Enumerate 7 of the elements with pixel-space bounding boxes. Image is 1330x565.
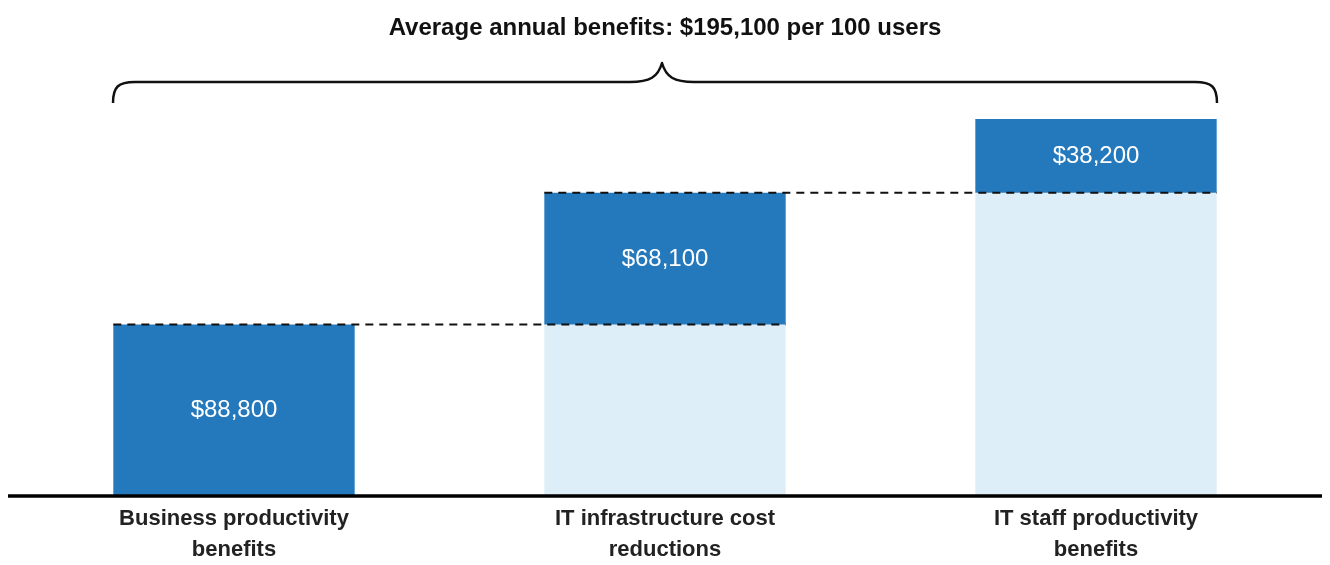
x-tick-label: IT infrastructure cost reductions (554, 505, 776, 561)
x-tick-label: IT staff productivity benefits (993, 505, 1199, 561)
data-label: $68,100 (621, 243, 709, 271)
data-label: $88,800 (190, 395, 278, 423)
chart-title: Average annual benefits: $195,100 per 100 users (388, 13, 942, 40)
data-label: $38,200 (1052, 140, 1140, 168)
x-tick-label: Business productivity benefits (119, 505, 350, 561)
